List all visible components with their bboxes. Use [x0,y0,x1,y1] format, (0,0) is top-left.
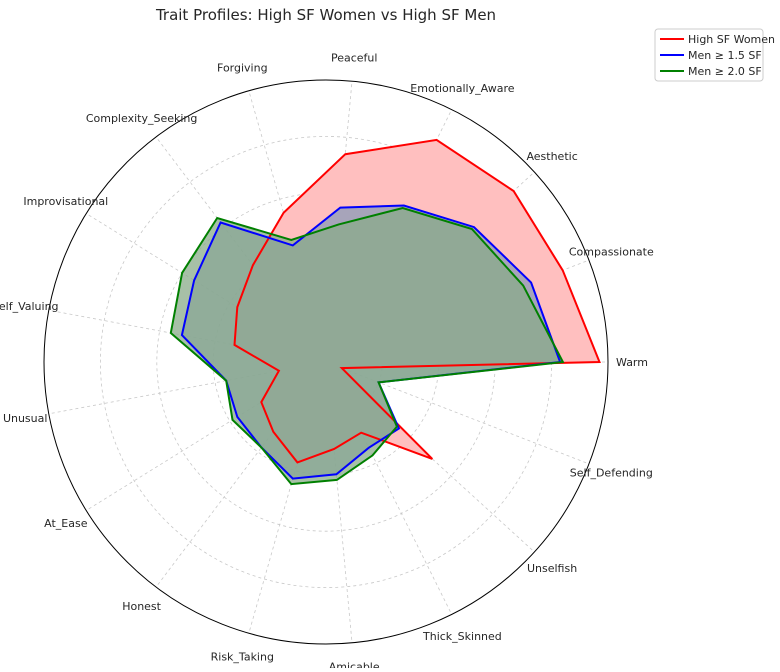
legend-label: Men ≥ 2.0 SF [688,65,762,78]
axis-label: Complexity_Seeking [86,112,198,125]
series-fills [170,139,600,485]
axis-label: At_Ease [44,517,88,530]
series-lines [169,138,601,486]
axis-label: Peaceful [331,51,377,64]
axis-label: Forgiving [217,62,268,75]
axis-label: Emotionally_Aware [410,82,514,95]
axis-label: Honest [122,600,161,613]
axis-label: Improvisational [23,195,108,208]
axis-label: Amicable [329,661,380,668]
axis-label: Compassionate [569,246,654,259]
grid-spoke [48,361,327,415]
series-line-1 [180,204,562,480]
axis-labels: Warm Compassionate Aesthetic Emotionally_Aw… [0,51,654,672]
legend-box [654,28,764,82]
axis-label: Self_Defending [570,467,653,480]
grid-spoke [325,361,590,465]
grid-spoke [86,361,327,511]
grid-spoke [248,361,327,634]
chart-title: Trait Profiles: High SF Women vs High SF… [155,6,496,24]
axis-label: Thick_Skinned [422,630,502,643]
series-area-2 [170,208,563,485]
outer-ring [43,79,609,645]
axis-label: Self_Valuing [0,300,59,313]
series-line-2 [169,206,565,486]
grid-spoke [325,361,453,615]
axis-label: Unselfish [527,562,577,575]
axis-label: Warm [616,356,648,369]
legend: High SF Women Men ≥ 1.5 SF Men ≥ 2.0 SF [654,28,775,82]
axis-label: Aesthetic [526,150,577,163]
axis-label: Risk_Taking [211,650,274,663]
grid-spoke [325,361,353,643]
legend-label: High SF Women [688,33,775,46]
grid-spoke [155,361,327,588]
series-line-0 [233,138,601,464]
grid-spoke [48,309,327,363]
axis-label: Unusual [3,412,48,425]
legend-label: Men ≥ 1.5 SF [688,49,762,62]
grid-spoke [155,136,327,363]
